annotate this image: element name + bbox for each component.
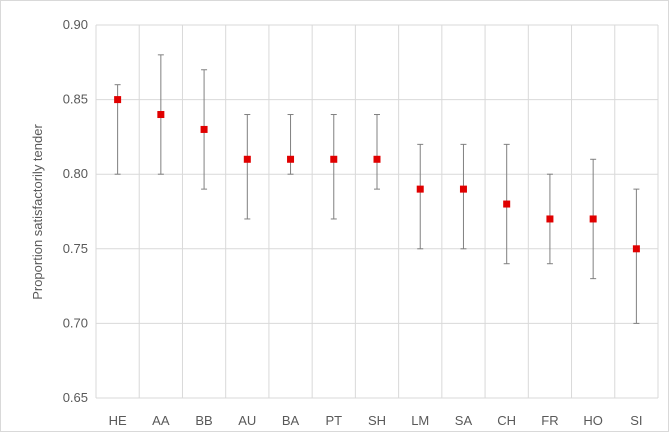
x-tick-label: AU bbox=[238, 413, 256, 428]
data-point bbox=[287, 155, 295, 163]
x-tick-label: SH bbox=[368, 413, 386, 428]
x-tick-label: SA bbox=[455, 413, 473, 428]
data-point bbox=[200, 125, 208, 133]
data-point bbox=[459, 185, 467, 193]
x-tick-label: PT bbox=[325, 413, 342, 428]
y-tick-label: 0.65 bbox=[63, 390, 88, 405]
x-tick-labels: HE AA BB AU BA PT SH LM SA CH FR HO SI bbox=[109, 413, 643, 428]
data-point bbox=[157, 111, 165, 119]
y-tick-label: 0.70 bbox=[63, 315, 88, 330]
data-point bbox=[416, 185, 424, 193]
x-tick-label: LM bbox=[411, 413, 429, 428]
x-tick-label: SI bbox=[630, 413, 642, 428]
y-axis-title: Proportion satisfactorily tender bbox=[30, 124, 45, 300]
x-tick-label: HO bbox=[583, 413, 603, 428]
x-tick-label: BA bbox=[282, 413, 300, 428]
data-point bbox=[632, 245, 640, 253]
data-point bbox=[546, 215, 554, 223]
x-tick-label: BB bbox=[195, 413, 212, 428]
grid-layer bbox=[95, 24, 659, 399]
x-tick-label: CH bbox=[497, 413, 516, 428]
y-tick-label: 0.80 bbox=[63, 166, 88, 181]
y-tick-labels: 0.65 0.70 0.75 0.80 0.85 0.90 bbox=[63, 17, 88, 405]
y-tick-label: 0.75 bbox=[63, 241, 88, 256]
x-tick-label: AA bbox=[152, 413, 170, 428]
x-tick-label: HE bbox=[109, 413, 127, 428]
data-markers bbox=[114, 96, 640, 253]
data-point bbox=[243, 155, 251, 163]
data-point bbox=[114, 96, 122, 104]
data-point bbox=[589, 215, 597, 223]
data-point bbox=[503, 200, 511, 208]
x-tick-label: FR bbox=[541, 413, 558, 428]
data-point bbox=[330, 155, 338, 163]
y-tick-label: 0.90 bbox=[63, 17, 88, 32]
data-point bbox=[373, 155, 381, 163]
y-tick-label: 0.85 bbox=[63, 92, 88, 107]
